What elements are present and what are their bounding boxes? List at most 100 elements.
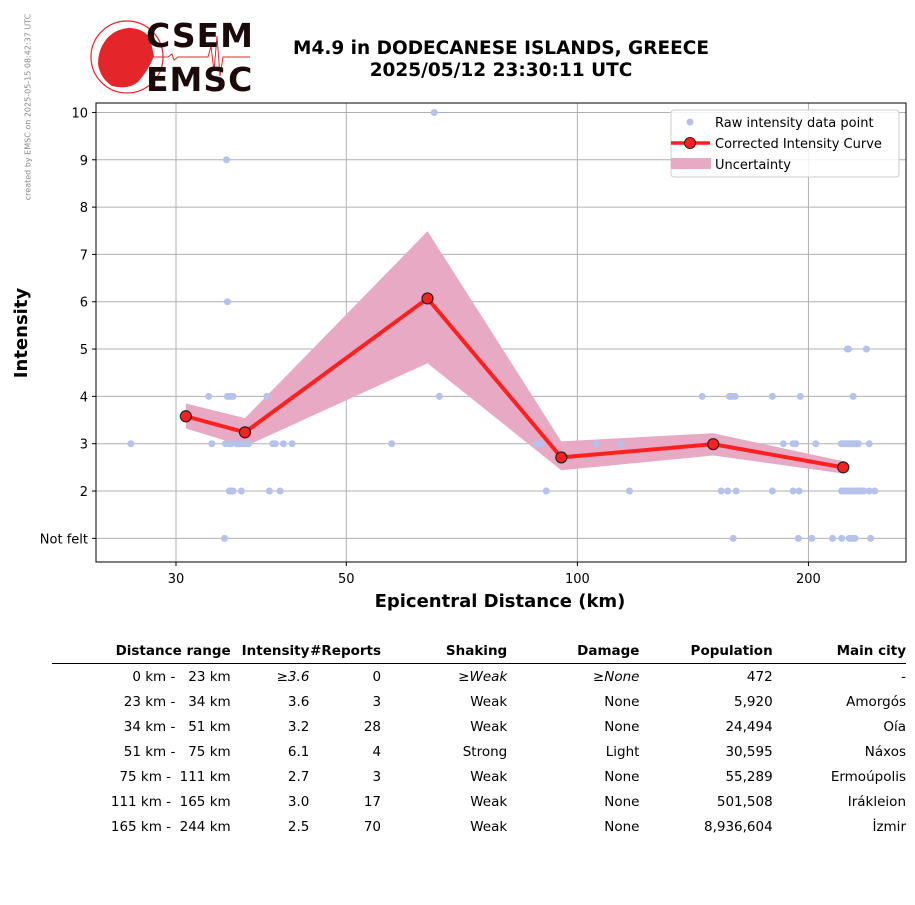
table-row: 165 km - 244 km 2.5 70 Weak None 8,936,604 İzm…: [52, 814, 906, 839]
table-cell: None: [604, 768, 640, 785]
table-cell: 23 km - 34 km: [119, 693, 231, 710]
raw-data-point: [271, 440, 279, 448]
raw-data-point: [808, 534, 816, 542]
y-tick-label: 10: [71, 106, 88, 121]
x-tick-label: 100: [565, 572, 590, 587]
table-cell: 3.0: [287, 793, 310, 810]
raw-data-point: [794, 534, 802, 542]
raw-data-point: [229, 392, 237, 400]
x-tick-label: 200: [796, 572, 821, 587]
table-row: 34 km - 51 km 3.2 28 Weak None 24,494 Oía: [52, 714, 906, 739]
raw-data-point: [795, 487, 803, 495]
raw-data-point: [796, 392, 804, 400]
x-tick-label: 50: [338, 572, 355, 587]
table-cell: 34 km - 51 km: [119, 718, 231, 735]
table-cell: 70: [363, 818, 382, 835]
plot-frame: [95, 102, 907, 563]
raw-data-point: [849, 392, 857, 400]
chart-title: M4.9 in DODECANESE ISLANDS, GREECE 2025/…: [280, 38, 722, 82]
globe-icon: [90, 20, 250, 94]
raw-data-point: [227, 440, 235, 448]
table-cell: ≥None: [592, 668, 640, 685]
table-row: 111 km - 165 km 3.0 17 Weak None 501,508 Irákl…: [52, 789, 906, 814]
raw-data-point: [844, 345, 852, 353]
table-cell: 165 km - 244 km: [110, 818, 231, 835]
raw-data-point: [223, 298, 231, 306]
table-row: 0 km - 23 km ≥3.6 0 ≥Weak ≥None 472 -: [52, 664, 906, 690]
raw-data-point: [838, 534, 846, 542]
table-row: 75 km - 111 km 2.7 3 Weak None 55,289 Ermoúpol…: [52, 764, 906, 789]
legend-curve: Corrected Intensity Curve: [715, 137, 882, 152]
legend-raw-points: Raw intensity data point: [715, 116, 874, 131]
raw-data-point: [617, 440, 625, 448]
table-cell: 8,936,604: [703, 818, 773, 835]
raw-data-point: [724, 487, 732, 495]
title-line-1: M4.9 in DODECANESE ISLANDS, GREECE: [293, 38, 709, 59]
table-cell: 2.5: [287, 818, 310, 835]
table-cell: Weak: [470, 693, 508, 710]
raw-data-point: [871, 487, 879, 495]
emsc-logo: CSEM EMSC: [88, 16, 258, 102]
y-tick-label: 4: [80, 390, 88, 405]
raw-data-point: [592, 440, 600, 448]
raw-data-point: [854, 440, 862, 448]
column-header: Distance range: [52, 640, 231, 664]
table-cell: Weak: [470, 768, 508, 785]
x-axis-label: Epicentral Distance (km): [375, 591, 626, 612]
column-header: Intensity: [230, 640, 310, 664]
table-cell: Light: [605, 743, 640, 760]
raw-data-point: [127, 440, 135, 448]
raw-data-point: [851, 534, 859, 542]
table-cell: Weak: [470, 793, 508, 810]
table-cell: 472: [746, 668, 773, 685]
raw-data-point: [789, 487, 797, 495]
raw-data-point: [276, 487, 284, 495]
y-tick-label: 6: [80, 296, 88, 311]
legend-curve-marker: [684, 137, 696, 149]
corrected-intensity-curve: [185, 295, 844, 470]
raw-data-point: [205, 392, 213, 400]
raw-data-point: [862, 345, 870, 353]
y-tick-label: Not felt: [40, 532, 88, 547]
raw-data-point: [867, 534, 875, 542]
raw-data-point: [245, 440, 253, 448]
raw-data-point: [537, 440, 545, 448]
logo-text-csem: CSEM: [146, 16, 254, 55]
raw-data-point: [263, 392, 271, 400]
raw-data-point: [542, 487, 550, 495]
table-cell: 3: [372, 693, 382, 710]
raw-data-point: [625, 487, 633, 495]
table-cell: 55,289: [725, 768, 773, 785]
intensity-plot: 30 50 100 200 Not felt 2 3 4 5 6 7 8 9 10 Epicentral …: [11, 102, 907, 612]
table-cell: 3: [372, 768, 382, 785]
raw-data-point: [229, 487, 237, 495]
table-cell: ≥3.6: [276, 668, 310, 685]
raw-data-point: [435, 392, 443, 400]
curve-point: [421, 292, 434, 305]
table-cell: 24,494: [725, 718, 773, 735]
raw-data-point: [532, 440, 540, 448]
raw-data-point: [860, 487, 868, 495]
curve-point: [707, 438, 720, 451]
table-cell: 6.1: [287, 743, 310, 760]
table-cell: 3.2: [287, 718, 310, 735]
raw-data-point: [430, 108, 438, 116]
table-cell: Irákleion: [847, 793, 906, 810]
curve-point: [238, 426, 252, 439]
uncertainty-band: [185, 231, 844, 474]
table-cell: None: [604, 693, 640, 710]
column-header: Shaking: [381, 640, 508, 664]
table-cell: 28: [363, 718, 382, 735]
table-cell: Weak: [470, 818, 508, 835]
y-tick-label: 7: [80, 248, 88, 263]
table-cell: Ermoúpolis: [830, 768, 906, 785]
table-cell: 2.7: [287, 768, 310, 785]
legend-raw-point-marker: [686, 118, 694, 126]
table-cell: Weak: [470, 718, 508, 735]
curve-point: [555, 451, 568, 464]
table-cell: 111 km - 165 km: [110, 793, 231, 810]
raw-data-point: [768, 487, 776, 495]
table-cell: 501,508: [716, 793, 773, 810]
raw-data-point: [768, 392, 776, 400]
y-tick-label: 3: [80, 438, 88, 453]
